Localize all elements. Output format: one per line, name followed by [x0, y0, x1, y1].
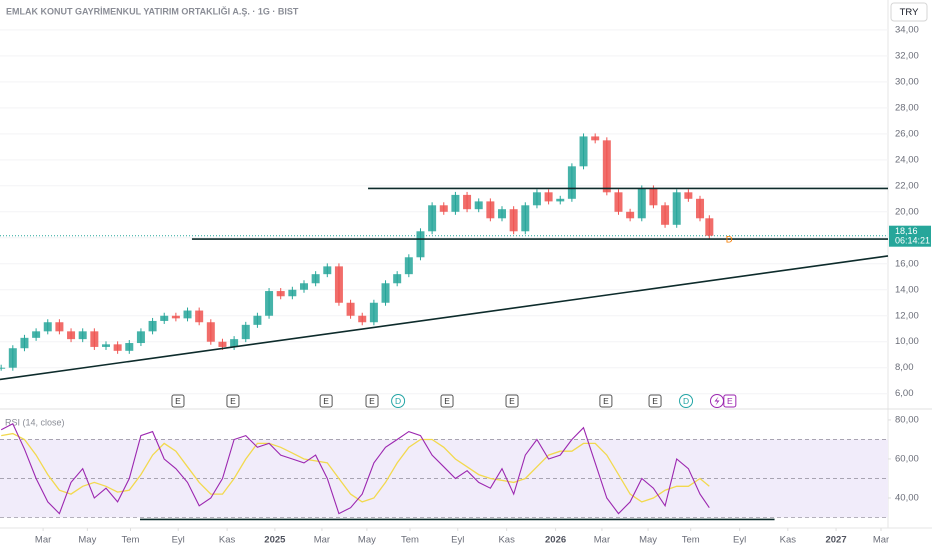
x-tick-label: Mar	[873, 535, 889, 546]
rsi-line	[1, 432, 710, 503]
event-label[interactable]: E	[652, 396, 658, 406]
event-label[interactable]: E	[509, 396, 515, 406]
y-tick-label: 34,00	[895, 24, 919, 35]
y-tick-label: 24,00	[895, 154, 919, 165]
dividend-marker: D	[726, 235, 733, 246]
y-tick-label: 10,00	[895, 336, 919, 347]
y-tick-label: 40,00	[895, 492, 919, 503]
event-earnings[interactable]	[226, 394, 240, 408]
y-tick-label: 12,00	[895, 310, 919, 321]
event-earnings[interactable]	[648, 394, 662, 408]
event-earnings[interactable]	[171, 394, 185, 408]
event-label[interactable]: E	[323, 396, 329, 406]
y-tick-label: 16,00	[895, 258, 919, 269]
x-tick-label: Tem	[121, 535, 139, 546]
event-earnings[interactable]	[505, 394, 519, 408]
event-label[interactable]: E	[444, 396, 450, 406]
event-label[interactable]: E	[369, 396, 375, 406]
y-tick-label: 6,00	[895, 388, 914, 399]
x-tick-label: Eyl	[451, 535, 464, 546]
candle	[0, 367, 6, 369]
x-tick-label: Kas	[780, 535, 797, 546]
event-label[interactable]: D	[395, 396, 401, 406]
y-tick-label: 14,00	[895, 284, 919, 295]
x-tick-label: 2027	[825, 535, 846, 546]
y-tick-label: 32,00	[895, 50, 919, 61]
x-tick-label: Tem	[401, 535, 419, 546]
event-label[interactable]: E	[603, 396, 609, 406]
event-earnings[interactable]	[365, 394, 379, 408]
x-tick-label: Tem	[682, 535, 700, 546]
y-tick-label: 26,00	[895, 128, 919, 139]
event-label[interactable]: D	[683, 396, 689, 406]
x-tick-label: Mar	[594, 535, 610, 546]
rsi-title: RSI (14, close)	[5, 417, 65, 427]
y-tick-label: 30,00	[895, 76, 919, 87]
y-tick-label: 8,00	[895, 362, 914, 373]
x-tick-label: May	[358, 535, 376, 546]
event-earnings[interactable]	[319, 394, 333, 408]
chart-title: EMLAK KONUT GAYRİMENKUL YATIRIM ORTAKLIĞ…	[6, 5, 299, 16]
event-label[interactable]: E	[230, 396, 236, 406]
x-tick-label: Mar	[314, 535, 330, 546]
y-tick-label: 80,00	[895, 414, 919, 425]
countdown-label: 06:14:21	[895, 236, 930, 246]
trend-line	[0, 255, 889, 381]
event-label[interactable]: E	[175, 396, 181, 406]
event-label[interactable]: E	[727, 396, 733, 406]
x-tick-label: Mar	[35, 535, 51, 546]
event-dividend[interactable]	[679, 394, 694, 408]
last-price-box	[889, 225, 931, 247]
x-tick-label: 2026	[545, 535, 566, 546]
event-icon[interactable]	[710, 394, 724, 408]
x-tick-label: Eyl	[733, 535, 746, 546]
x-tick-label: May	[639, 535, 657, 546]
x-tick-label: Kas	[219, 535, 236, 546]
y-tick-label: 20,00	[895, 206, 919, 217]
event-earnings[interactable]	[440, 394, 454, 408]
y-tick-label: 60,00	[895, 453, 919, 464]
currency-button[interactable]	[890, 2, 928, 22]
event-dividend[interactable]	[391, 394, 406, 408]
last-price-label: 18,16	[895, 226, 918, 236]
event-earnings[interactable]	[599, 394, 613, 408]
x-tick-label: 2025	[264, 535, 286, 546]
x-tick-label: Eyl	[172, 535, 185, 546]
y-tick-label: 22,00	[895, 180, 919, 191]
currency-label[interactable]: TRY	[900, 7, 919, 18]
rsi-line	[0, 423, 710, 515]
lightning-icon	[714, 396, 720, 406]
y-tick-label: 28,00	[895, 102, 919, 113]
x-tick-label: Kas	[498, 535, 515, 546]
x-tick-label: May	[78, 535, 96, 546]
